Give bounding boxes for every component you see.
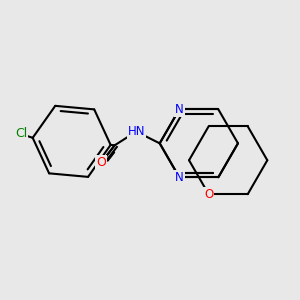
- Text: N: N: [175, 171, 184, 184]
- Text: Cl: Cl: [15, 128, 27, 140]
- Text: O: O: [204, 188, 213, 201]
- Text: N: N: [175, 103, 184, 116]
- Text: HN: HN: [128, 125, 145, 138]
- Text: O: O: [96, 156, 106, 170]
